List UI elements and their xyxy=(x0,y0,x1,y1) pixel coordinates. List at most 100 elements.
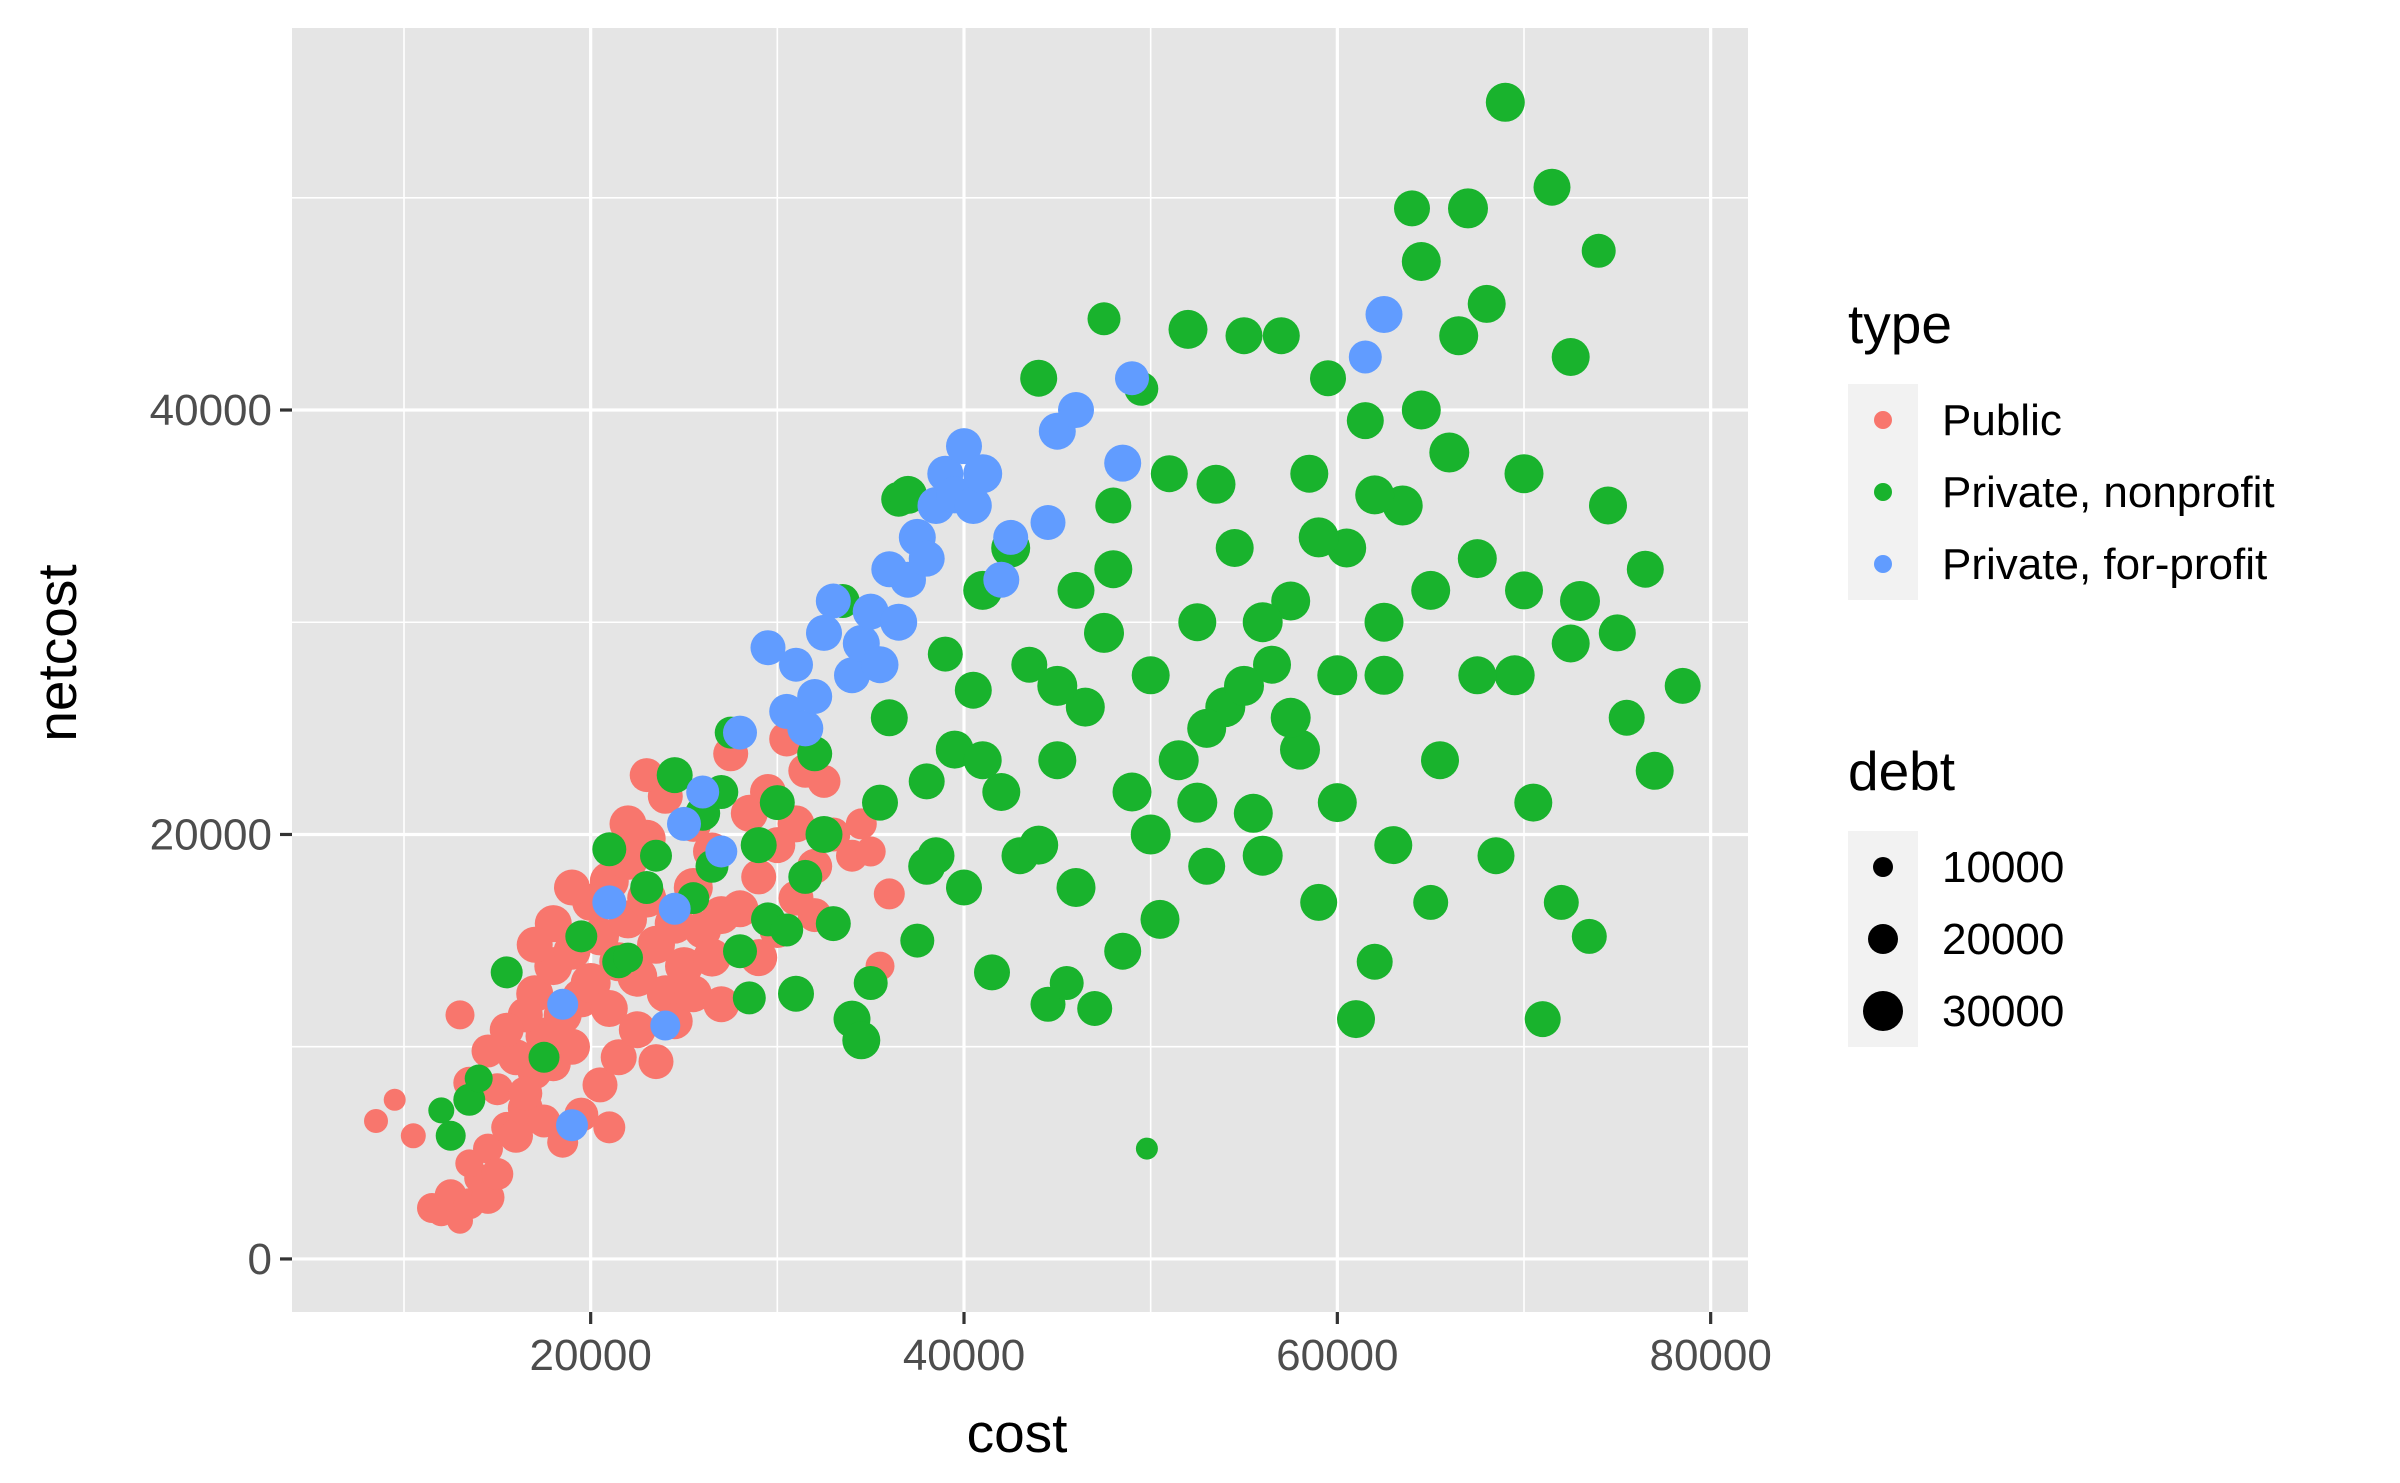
y-tick-label: 40000 xyxy=(150,386,272,435)
point-private-nonprofit xyxy=(1589,486,1627,525)
point-private-nonprofit xyxy=(1037,665,1078,706)
point-public xyxy=(527,1104,561,1138)
point-private-for-profit xyxy=(983,561,1020,598)
legend-type-label: Public xyxy=(1942,396,2062,445)
point-private-nonprofit xyxy=(1242,602,1283,643)
point-private-nonprofit xyxy=(1094,550,1133,589)
point-private-nonprofit xyxy=(1178,603,1217,642)
point-public xyxy=(471,1034,505,1068)
x-tick-label: 20000 xyxy=(529,1331,651,1380)
legend-color-swatch xyxy=(1874,555,1892,573)
point-private-for-profit xyxy=(667,806,701,841)
point-private-nonprofit xyxy=(1225,317,1263,355)
point-private-for-profit xyxy=(723,715,757,750)
point-private-nonprofit xyxy=(1543,884,1579,920)
point-private-nonprofit xyxy=(1346,402,1384,440)
point-private-for-profit xyxy=(592,885,627,920)
point-private-nonprofit xyxy=(565,920,598,953)
point-private-nonprofit xyxy=(927,636,963,672)
point-private-nonprofit xyxy=(1494,655,1535,696)
point-private-nonprofit xyxy=(1317,783,1357,823)
point-private-for-profit xyxy=(908,540,945,577)
point-private-nonprofit xyxy=(1505,571,1543,610)
point-private-nonprofit xyxy=(1581,233,1616,268)
point-private-for-profit xyxy=(1058,392,1094,428)
point-private-nonprofit xyxy=(770,913,804,947)
point-private-for-profit xyxy=(861,646,899,684)
point-private-nonprofit xyxy=(889,475,927,514)
point-private-for-profit xyxy=(954,487,992,524)
point-public xyxy=(582,1067,618,1103)
point-public xyxy=(593,1111,626,1144)
point-private-nonprofit xyxy=(1049,966,1084,1000)
point-private-nonprofit xyxy=(1533,168,1571,206)
point-private-for-profit xyxy=(1365,296,1403,333)
x-axis-title: cost xyxy=(967,1402,1068,1464)
point-private-for-profit xyxy=(797,679,833,714)
point-private-nonprofit xyxy=(1485,82,1525,122)
point-private-nonprofit xyxy=(1087,302,1121,336)
point-private-nonprofit xyxy=(1242,835,1283,876)
legend-type-label: Private, for-profit xyxy=(1942,540,2267,589)
x-tick-label: 60000 xyxy=(1276,1331,1398,1380)
point-private-nonprofit xyxy=(1310,360,1346,397)
point-public xyxy=(499,1118,533,1153)
point-private-for-profit xyxy=(1104,444,1142,482)
point-private-nonprofit xyxy=(464,1064,493,1093)
point-private-nonprofit xyxy=(1560,581,1600,621)
legend-debt-title: debt xyxy=(1848,740,1955,802)
point-private-nonprofit xyxy=(1457,539,1497,579)
point-private-nonprofit xyxy=(1608,699,1645,736)
point-private-for-profit xyxy=(806,614,842,651)
point-private-nonprofit xyxy=(1084,612,1124,653)
point-private-nonprofit xyxy=(1364,655,1404,695)
point-public xyxy=(638,1044,674,1080)
point-private-nonprofit xyxy=(862,784,898,821)
point-private-nonprofit xyxy=(1095,487,1132,524)
point-private-nonprofit xyxy=(1215,529,1254,567)
point-private-nonprofit xyxy=(1057,571,1095,609)
point-private-nonprofit xyxy=(1598,614,1636,652)
point-public xyxy=(445,1000,475,1030)
point-private-nonprofit xyxy=(1112,772,1152,812)
point-private-nonprofit xyxy=(853,966,888,1000)
point-private-for-profit xyxy=(852,593,889,630)
point-private-nonprofit xyxy=(1356,943,1393,980)
point-public xyxy=(618,1011,656,1049)
point-private-nonprofit xyxy=(788,859,823,894)
point-private-nonprofit xyxy=(815,906,851,942)
point-public xyxy=(590,990,628,1027)
x-tick-label: 40000 xyxy=(903,1331,1025,1380)
point-private-for-profit xyxy=(946,428,982,465)
point-private-nonprofit xyxy=(740,827,777,864)
legend-size-swatch xyxy=(1863,991,1903,1031)
point-private-nonprofit xyxy=(1514,783,1553,822)
point-private-nonprofit xyxy=(1065,687,1105,727)
x-tick-label: 80000 xyxy=(1649,1331,1771,1380)
point-private-nonprofit xyxy=(1131,656,1170,695)
point-private-for-profit xyxy=(547,988,579,1020)
data-points xyxy=(364,82,1701,1234)
point-private-nonprofit xyxy=(1394,190,1430,227)
point-private-nonprofit xyxy=(1439,316,1479,356)
point-private-nonprofit xyxy=(1458,656,1497,695)
point-private-nonprofit xyxy=(954,671,992,709)
point-private-nonprofit xyxy=(1413,884,1449,920)
point-public xyxy=(508,1076,543,1111)
point-private-nonprofit xyxy=(1364,602,1404,642)
point-private-for-profit xyxy=(705,835,738,868)
axes: 20000 40000 60000 80000 0 20000 40000 xyxy=(150,386,1772,1380)
point-private-nonprofit xyxy=(1467,284,1506,323)
point-private-nonprofit xyxy=(1571,918,1607,954)
point-private-nonprofit xyxy=(870,699,908,737)
point-private-for-profit xyxy=(658,892,691,925)
point-private-for-profit xyxy=(787,710,824,747)
y-axis-title: netcost xyxy=(26,564,88,741)
point-private-nonprofit xyxy=(630,871,664,904)
point-private-for-profit xyxy=(993,519,1029,555)
point-private-nonprofit xyxy=(1317,655,1358,696)
point-public xyxy=(481,1158,514,1190)
point-private-nonprofit xyxy=(435,1120,466,1151)
point-private-for-profit xyxy=(650,1010,681,1041)
